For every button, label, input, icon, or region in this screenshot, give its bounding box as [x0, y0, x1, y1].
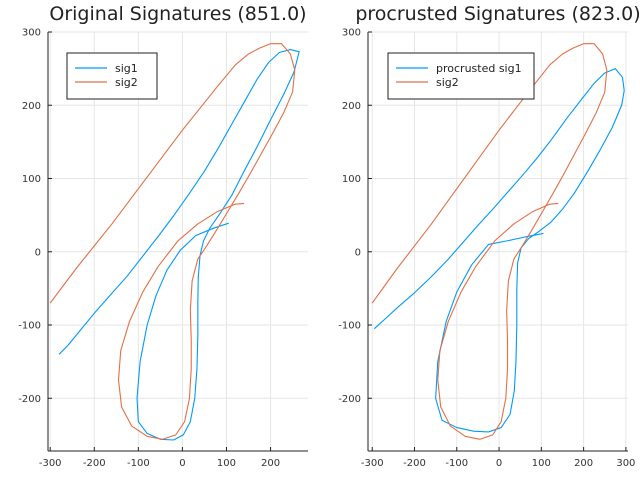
x-tick-label: -300 [361, 458, 384, 469]
chart-title: procrusted Signatures (823.0) [355, 3, 640, 25]
x-tick-label: 100 [217, 458, 236, 469]
legend-box [66, 52, 158, 100]
y-tick-label: 100 [22, 174, 41, 185]
y-tick-label: 100 [342, 174, 361, 185]
x-tick-label: 200 [261, 458, 280, 469]
y-tick-label: 300 [342, 28, 361, 39]
series-line-sig1 [58, 49, 300, 441]
y-tick-label: 0 [355, 247, 361, 258]
legend-label: sig1 [115, 62, 138, 75]
x-tick-label: 300 [616, 458, 635, 469]
x-tick-label: 0 [179, 458, 185, 469]
y-tick-label: 200 [22, 101, 41, 112]
legend-box [387, 52, 535, 100]
chart-panel-1: -300 -200 -100 0 100 200 -200 -100 0 100 200 300 Ori… [18, 3, 308, 469]
y-tick-label: -200 [18, 394, 41, 405]
x-tick-label: -100 [127, 458, 150, 469]
y-tick-label: 300 [22, 28, 41, 39]
y-tick-label: -100 [18, 321, 41, 332]
legend-label: sig2 [115, 76, 138, 89]
series-line-procrusted-sig1 [373, 68, 625, 433]
x-tick-label: -200 [403, 458, 426, 469]
legend-label: procrusted sig1 [436, 62, 522, 75]
chart-title: Original Signatures (851.0) [49, 3, 306, 25]
x-tick-label: 0 [496, 458, 502, 469]
series-line-sig2 [49, 43, 296, 440]
x-tick-label: 100 [532, 458, 551, 469]
y-tick-label: 0 [35, 247, 41, 258]
x-tick-label: 200 [574, 458, 593, 469]
y-tick-label: -100 [338, 321, 361, 332]
y-tick-label: -200 [338, 394, 361, 405]
x-tick-label: -100 [445, 458, 468, 469]
chart-panel-2: -300 -200 -100 0 100 200 300 -200 -100 0 100 200 300… [338, 3, 640, 469]
series-line-sig2 [371, 43, 608, 440]
x-tick-label: -300 [39, 458, 62, 469]
legend-label: sig2 [436, 76, 459, 89]
y-tick-label: 200 [342, 101, 361, 112]
x-tick-label: -200 [83, 458, 106, 469]
